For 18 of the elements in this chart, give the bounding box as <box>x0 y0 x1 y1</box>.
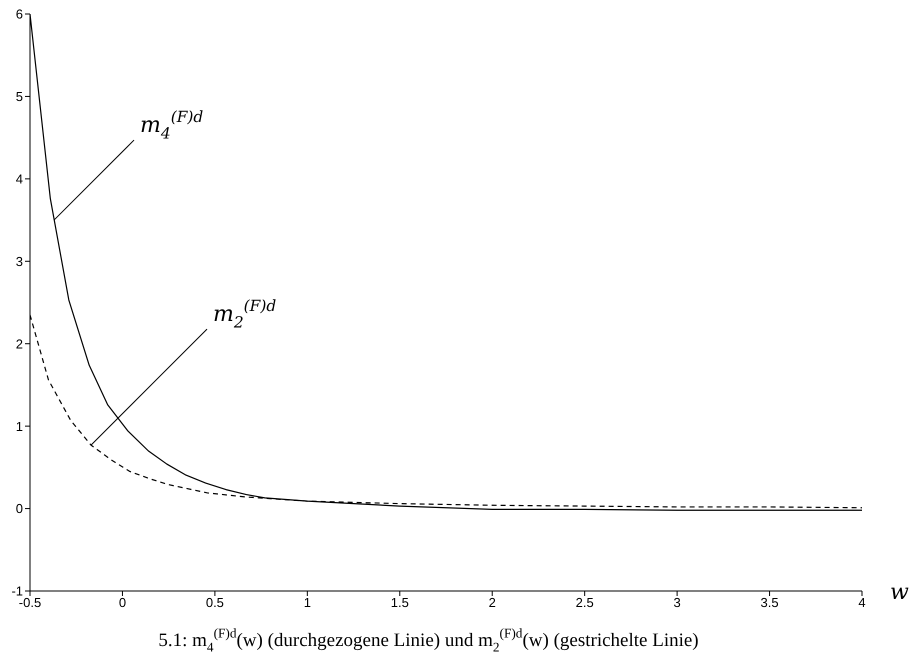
y-tick-label: 3 <box>16 254 23 269</box>
x-tick-label: 3 <box>673 595 681 610</box>
y-tick-label: 5 <box>16 89 23 104</box>
x-tick-label: 0 <box>118 595 126 610</box>
x-tick-label: 1.5 <box>390 595 409 610</box>
y-tick-label: 4 <box>16 171 23 186</box>
y-tick-label: 2 <box>16 336 23 352</box>
x-tick-label: 2 <box>488 595 496 610</box>
y-tick-label: 0 <box>16 501 23 516</box>
text: 5.1: m$_{4}$$^{(F)d}$(w) (durchgezogene Linie) und m$_{2}$$^{(F)d}$(w) (gestrichelte Linie) <box>158 625 699 655</box>
y-tick-label: 6 <box>16 6 23 22</box>
x-tick-label: 0.5 <box>206 595 224 610</box>
x-tick-label: 2.5 <box>576 595 594 610</box>
x-axis-title: w <box>890 580 909 605</box>
y-tick-label: 1 <box>16 418 23 434</box>
x-tick-label: 1 <box>304 595 311 610</box>
x-tick-label: 3.5 <box>760 595 779 610</box>
x-tick-label: 4 <box>858 595 866 610</box>
